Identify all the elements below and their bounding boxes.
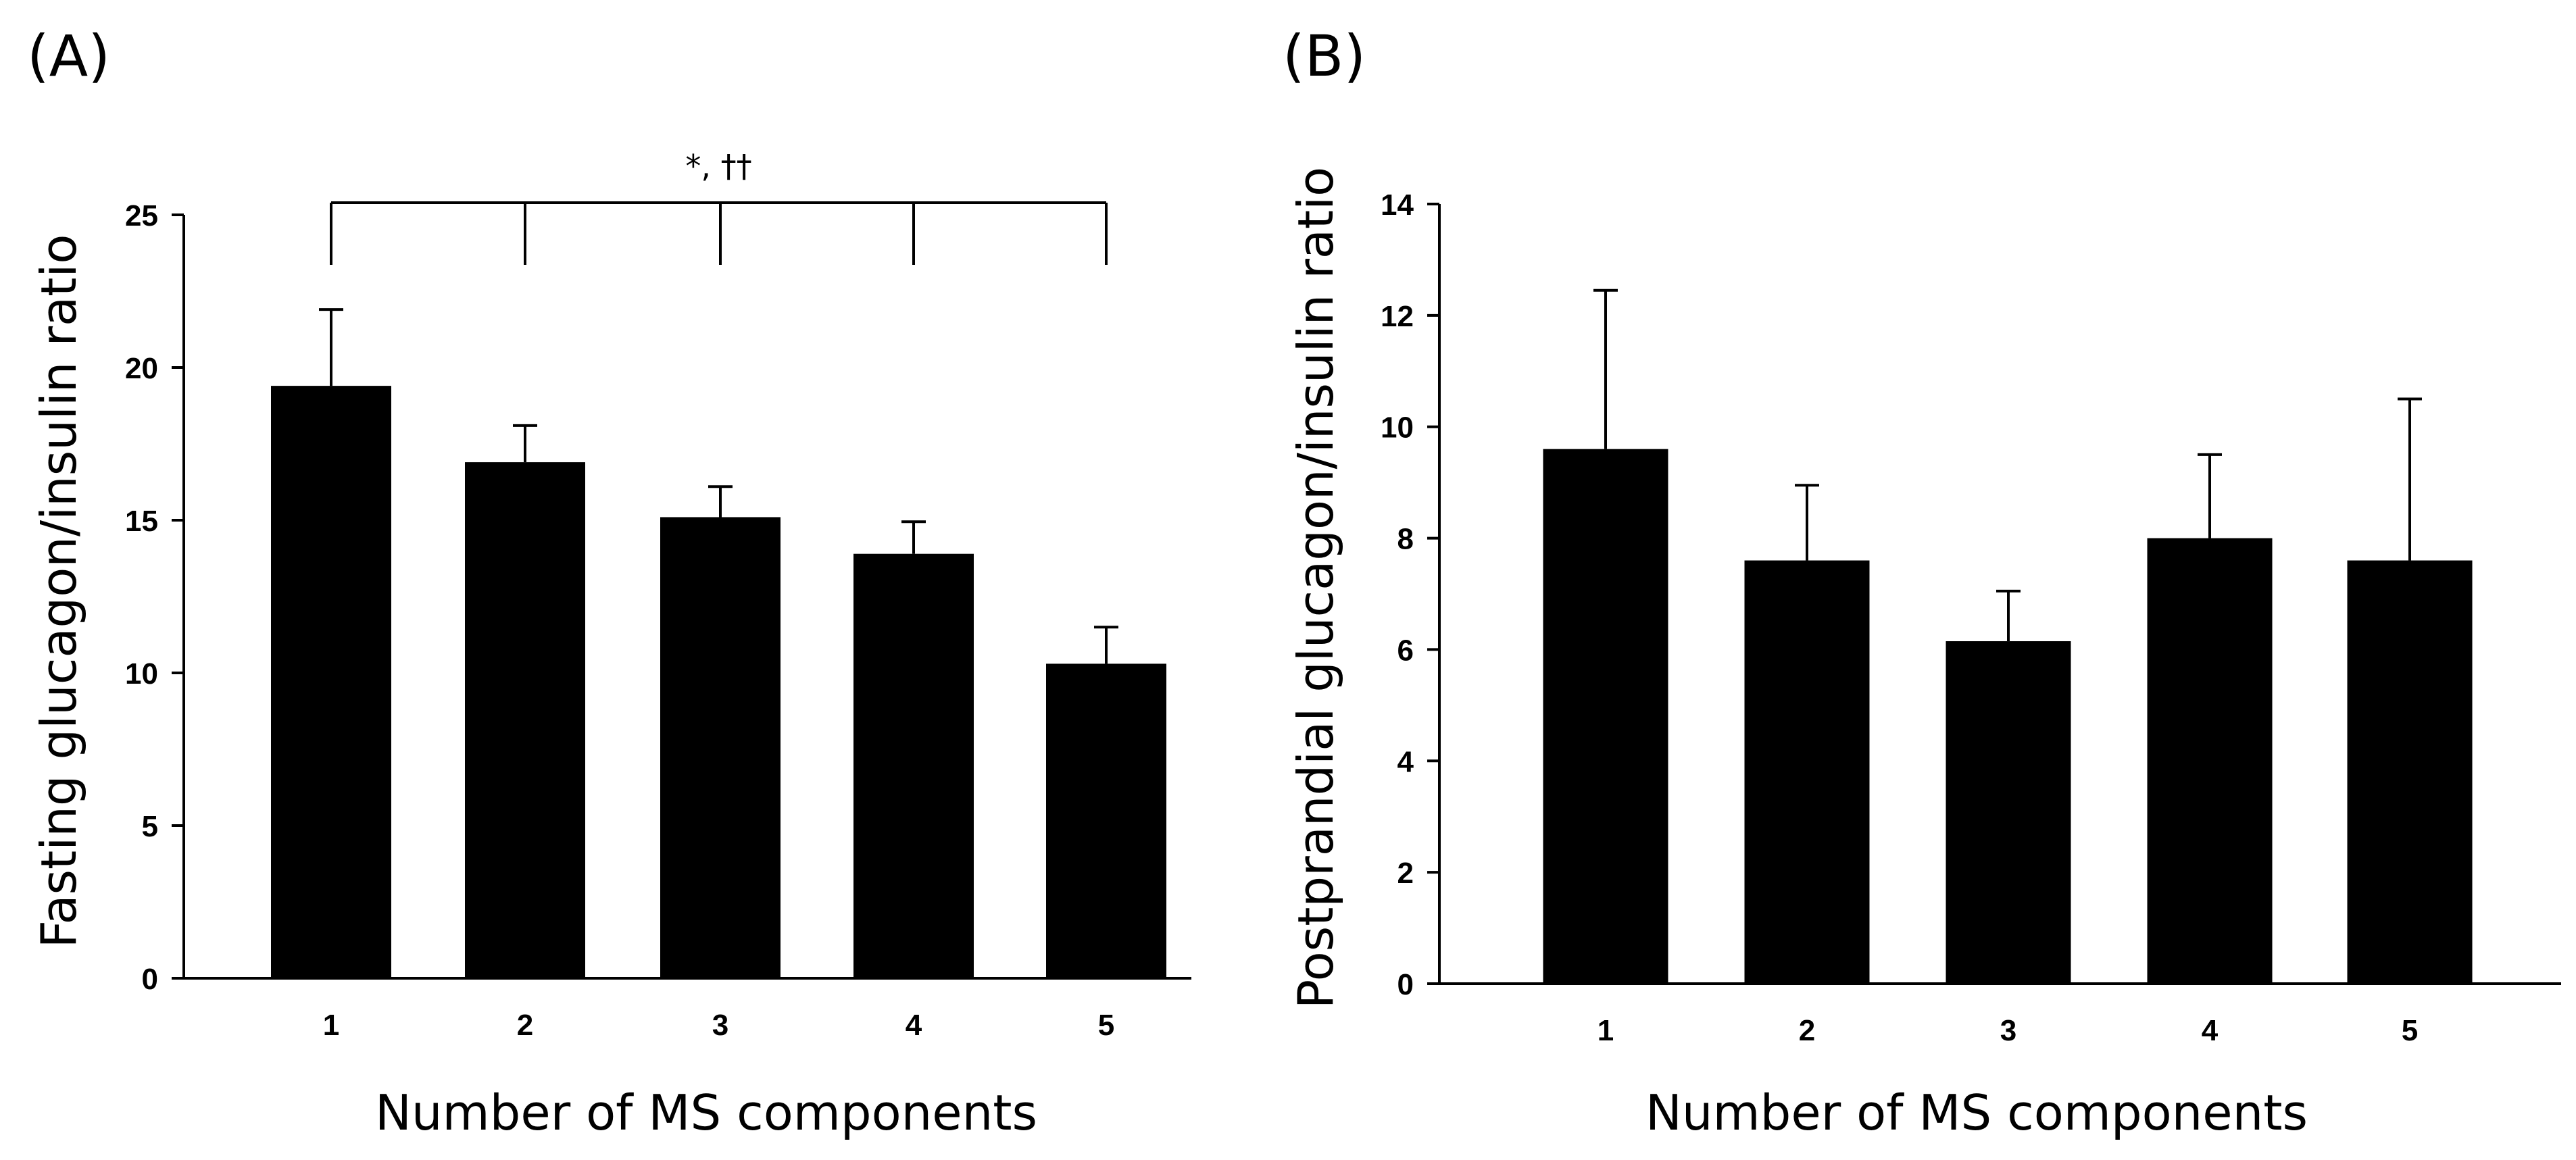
panel-b-bar-5 (2347, 560, 2473, 984)
panel-a-y-tick-label: 0 (142, 963, 158, 996)
panel-b-bar-2 (1744, 560, 1870, 984)
panel-b-bar-1 (1543, 449, 1668, 984)
panel-b-y-tick-label: 2 (1397, 857, 1414, 890)
panel-a-bar-5 (1046, 663, 1166, 978)
panel-a-bar-2 (465, 462, 585, 978)
panel-a-bar-4 (853, 553, 974, 978)
panel-b-x-tick-label: 4 (2202, 1014, 2219, 1047)
panel-b-bar-4 (2147, 538, 2273, 984)
panel-b-y-tick-label: 14 (1381, 188, 1414, 222)
panel-b-x-axis-title: Number of MS components (1645, 1084, 2308, 1141)
panel-b-y-tick-label: 6 (1397, 634, 1414, 667)
panel-b-chart: (B) Postprandial glucagon/insulin ratio … (1283, 23, 2561, 1141)
panel-a-x-tick-label: 4 (906, 1009, 922, 1042)
panel-a-x-axis-title: Number of MS components (375, 1084, 1037, 1141)
panel-a-bar-3 (660, 517, 781, 978)
panel-a-significance-label: *, †† (685, 148, 751, 184)
panel-a-x-tick-label: 1 (323, 1009, 339, 1042)
panel-b-x-tick-label: 5 (2402, 1014, 2418, 1047)
panel-a-y-tick-label: 15 (125, 505, 158, 538)
panel-b-y-axis-title: Postprandial glucagon/insulin ratio (1287, 167, 1344, 1009)
panel-a-label: (A) (27, 23, 110, 89)
panel-a-plot-area: 0 5 10 15 20 25 1 2 3 4 5 *, †† (125, 148, 1191, 1042)
panel-a-x-tick-label: 5 (1098, 1009, 1114, 1042)
panel-b-x-tick-label: 3 (2000, 1014, 2016, 1047)
panel-a-y-tick-label: 20 (125, 352, 158, 385)
panel-a-chart: (A) Fasting glucagon/insulin ratio Numbe… (27, 23, 1191, 1141)
panel-a-y-tick-label: 5 (142, 810, 158, 843)
panel-b-y-tick-label: 0 (1397, 968, 1414, 1001)
panel-a-x-tick-label: 2 (517, 1009, 533, 1042)
panel-b-y-tick-label: 4 (1397, 745, 1414, 778)
panel-a-y-tick-label: 10 (125, 657, 158, 690)
panel-b-x-tick-label: 1 (1597, 1014, 1614, 1047)
panel-b-x-tick-label: 2 (1799, 1014, 1815, 1047)
panel-a-y-tick-label: 25 (125, 199, 158, 232)
panel-b-y-tick-label: 12 (1381, 300, 1414, 333)
panel-b-label: (B) (1283, 23, 1366, 89)
panel-a-y-axis-title: Fasting glucagon/insulin ratio (30, 234, 87, 949)
panel-b-bar-3 (1946, 641, 2071, 984)
panel-a-bar-1 (271, 386, 391, 978)
panel-a-x-tick-label: 3 (712, 1009, 728, 1042)
panel-b-y-tick-label: 10 (1381, 411, 1414, 445)
panel-b-y-tick-label: 8 (1397, 523, 1414, 556)
